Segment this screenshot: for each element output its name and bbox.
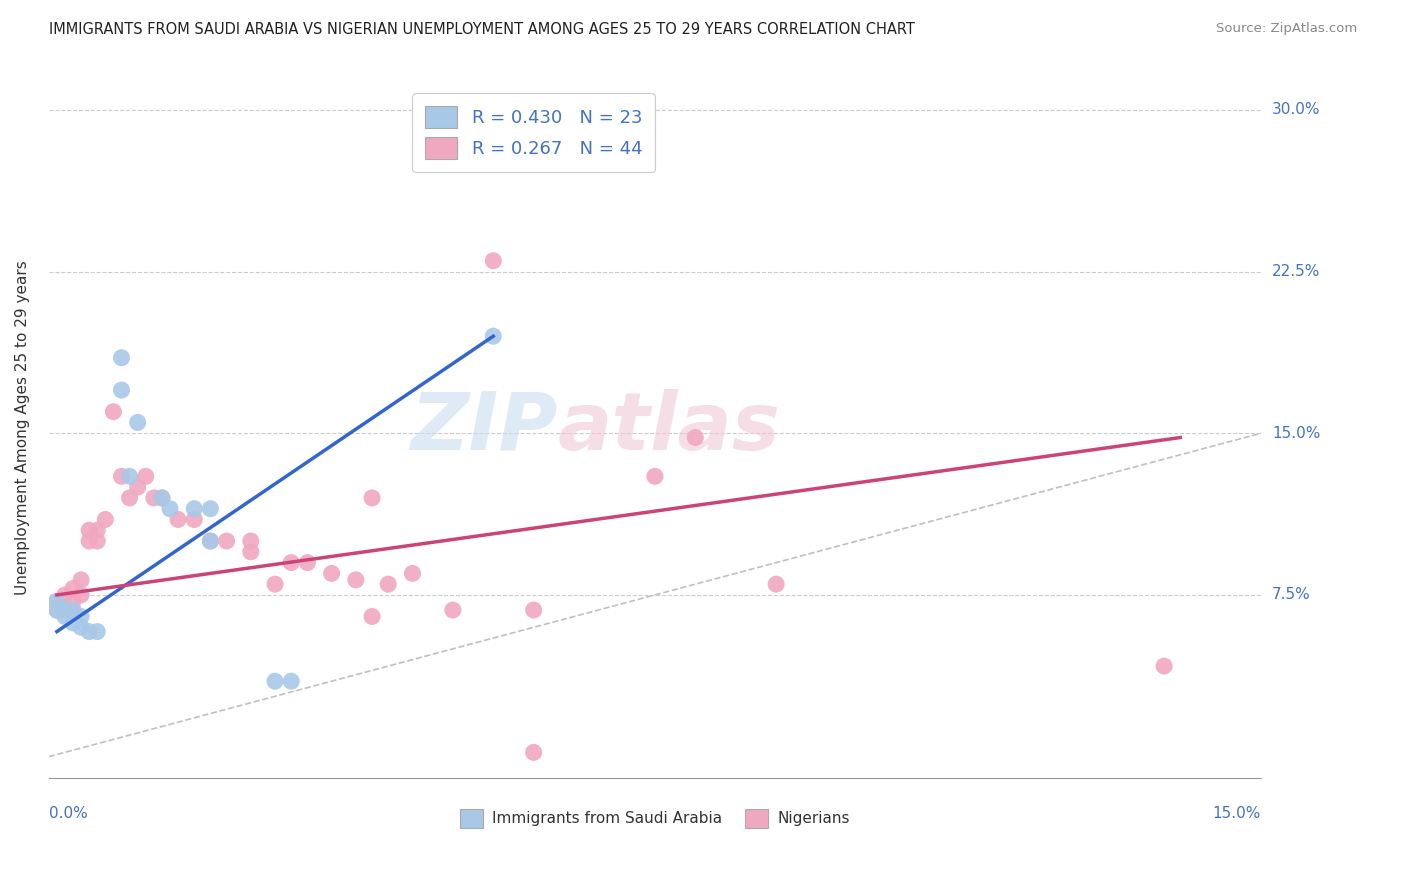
Point: [401, 566, 423, 581]
Point: [62, 615, 84, 630]
Point: [62, 609, 84, 624]
Point: [523, 603, 546, 617]
Text: ZIP: ZIP: [411, 389, 558, 467]
Point: [103, 405, 125, 419]
Legend: Immigrants from Saudi Arabia, Nigerians: Immigrants from Saudi Arabia, Nigerians: [454, 803, 856, 834]
Point: [118, 469, 141, 483]
Point: [70, 609, 93, 624]
Point: [62, 603, 84, 617]
Text: atlas: atlas: [558, 389, 780, 467]
Point: [200, 534, 222, 549]
Point: [167, 512, 190, 526]
Point: [62, 582, 84, 596]
Point: [200, 534, 222, 549]
Point: [344, 573, 367, 587]
Text: 15.0%: 15.0%: [1272, 425, 1320, 441]
Point: [183, 501, 205, 516]
Text: 30.0%: 30.0%: [1272, 103, 1320, 117]
Point: [45, 594, 67, 608]
Point: [321, 566, 343, 581]
Point: [127, 416, 149, 430]
Point: [45, 594, 67, 608]
Point: [77, 624, 100, 639]
Point: [150, 491, 173, 505]
Point: [70, 620, 93, 634]
Point: [45, 603, 67, 617]
Point: [86, 534, 108, 549]
Point: [110, 351, 132, 365]
Point: [53, 588, 76, 602]
Text: 22.5%: 22.5%: [1272, 264, 1320, 279]
Point: [77, 534, 100, 549]
Point: [110, 469, 132, 483]
Point: [77, 523, 100, 537]
Point: [86, 624, 108, 639]
Point: [523, 745, 546, 759]
Point: [280, 674, 302, 689]
Point: [70, 588, 93, 602]
Text: 7.5%: 7.5%: [1272, 588, 1310, 602]
Point: [377, 577, 399, 591]
Point: [264, 577, 287, 591]
Point: [53, 603, 76, 617]
Point: [150, 491, 173, 505]
Point: [110, 383, 132, 397]
Point: [62, 594, 84, 608]
Point: [86, 523, 108, 537]
Point: [441, 603, 464, 617]
Point: [70, 573, 93, 587]
Point: [215, 534, 238, 549]
Text: Source: ZipAtlas.com: Source: ZipAtlas.com: [1216, 22, 1357, 36]
Text: IMMIGRANTS FROM SAUDI ARABIA VS NIGERIAN UNEMPLOYMENT AMONG AGES 25 TO 29 YEARS : IMMIGRANTS FROM SAUDI ARABIA VS NIGERIAN…: [49, 22, 915, 37]
Point: [53, 609, 76, 624]
Point: [644, 469, 666, 483]
Point: [239, 534, 262, 549]
Point: [200, 501, 222, 516]
Point: [159, 501, 181, 516]
Point: [361, 609, 384, 624]
Point: [685, 431, 707, 445]
Point: [280, 556, 302, 570]
Point: [62, 603, 84, 617]
Y-axis label: Unemployment Among Ages 25 to 29 years: Unemployment Among Ages 25 to 29 years: [15, 260, 30, 595]
Point: [94, 512, 117, 526]
Point: [135, 469, 157, 483]
Point: [118, 491, 141, 505]
Point: [183, 512, 205, 526]
Point: [53, 603, 76, 617]
Point: [127, 480, 149, 494]
Point: [1153, 659, 1175, 673]
Point: [482, 329, 505, 343]
Point: [297, 556, 319, 570]
Point: [142, 491, 165, 505]
Point: [45, 603, 67, 617]
Text: 15.0%: 15.0%: [1213, 806, 1261, 821]
Point: [264, 674, 287, 689]
Point: [239, 545, 262, 559]
Point: [765, 577, 787, 591]
Text: 0.0%: 0.0%: [49, 806, 87, 821]
Point: [361, 491, 384, 505]
Point: [482, 253, 505, 268]
